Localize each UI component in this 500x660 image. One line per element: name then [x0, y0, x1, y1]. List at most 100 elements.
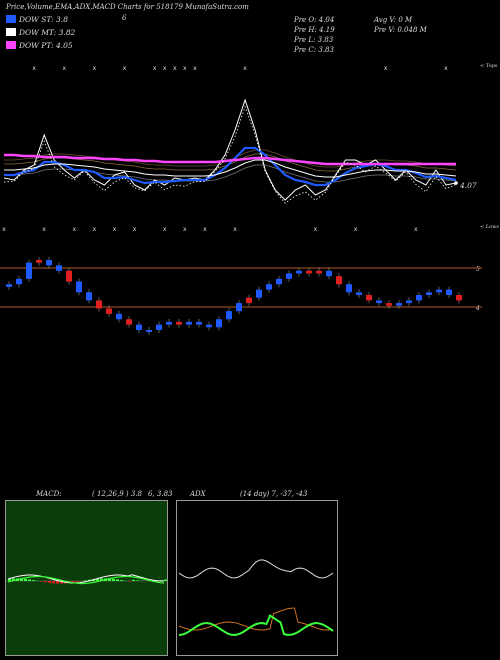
candle	[96, 300, 102, 309]
ema-mid-line	[4, 159, 457, 178]
candle	[316, 270, 322, 274]
top-marker: x	[173, 65, 177, 72]
top-marker: x	[243, 65, 247, 72]
candle	[426, 292, 432, 295]
candle	[76, 281, 82, 293]
candle	[136, 324, 142, 330]
macd-bar	[40, 581, 43, 582]
macd-params: ( 12,26,9 ) 3.8	[92, 490, 142, 498]
macd-bar	[116, 579, 119, 581]
candle	[276, 278, 282, 285]
top-marker: x	[62, 65, 66, 72]
ema-long-line	[4, 153, 456, 166]
candle	[196, 321, 202, 325]
stat-avg-volume: Avg V: 0 M	[374, 16, 413, 24]
candles	[6, 257, 462, 335]
candle-axis-5: 5	[476, 266, 480, 273]
candle	[306, 270, 312, 274]
candle	[6, 284, 12, 287]
price-end-marker	[454, 181, 458, 185]
candle	[376, 300, 382, 304]
candle	[416, 295, 422, 301]
top-marker: x	[444, 65, 448, 72]
macd-bar	[100, 578, 103, 581]
adx-panel	[176, 500, 338, 656]
price-line	[3, 98, 457, 201]
adx-title: ADX	[190, 490, 206, 498]
adx-svg	[178, 559, 334, 637]
candle	[246, 297, 252, 304]
ema-lines	[3, 98, 458, 204]
candle	[266, 284, 272, 290]
low-marker: x	[93, 226, 97, 233]
macd-values: 6, 3.83	[148, 490, 173, 498]
macd-svg	[6, 574, 167, 585]
candle	[346, 284, 352, 293]
legend-dow-st: DOW ST: 3.8	[6, 14, 68, 24]
low-marker: x	[314, 226, 318, 233]
top-marker: x	[183, 65, 187, 72]
candle	[46, 260, 52, 266]
tops-label: < Tops	[480, 63, 498, 69]
top-marker: x	[384, 65, 388, 72]
candle	[56, 265, 62, 271]
candle	[16, 278, 22, 285]
candle	[206, 324, 212, 328]
low-marker: x	[354, 226, 358, 233]
candle	[286, 273, 292, 279]
candle	[226, 311, 232, 320]
macd-bar	[132, 579, 135, 581]
stat-pre-low: Pre L: 3.83	[294, 36, 334, 44]
macd-bar	[120, 580, 123, 581]
macd-bar	[44, 581, 47, 583]
header-extra: 6	[122, 14, 127, 22]
candle	[176, 321, 182, 325]
top-marker: x	[123, 65, 127, 72]
candle	[236, 303, 242, 312]
candle	[166, 321, 172, 325]
candle	[26, 262, 32, 279]
candle	[216, 319, 222, 328]
low-marker: x	[203, 226, 207, 233]
adx-plus-di	[178, 614, 334, 637]
candle	[186, 321, 192, 325]
candle	[446, 289, 452, 295]
top-marker: x	[163, 65, 167, 72]
low-marker: x	[133, 226, 137, 233]
macd-bar	[136, 580, 139, 581]
macd-bar	[20, 578, 23, 581]
low-marker: x	[113, 226, 117, 233]
candle	[336, 276, 342, 285]
macd-bar	[8, 578, 11, 581]
macd-bar	[164, 579, 167, 581]
legend-swatch-magenta	[6, 41, 16, 49]
candle	[36, 260, 42, 263]
macd-bar	[96, 578, 99, 581]
price-dotted-line	[3, 105, 457, 204]
lows-label: < Lows	[480, 224, 499, 230]
stat-pre-high: Pre H: 4.19	[294, 26, 335, 34]
candle	[86, 292, 92, 301]
top-marker: x	[32, 65, 36, 72]
stat-pre-volume: Pre V: 0.048 M	[374, 26, 427, 34]
macd-title: MACD:	[36, 490, 62, 498]
low-marker: x	[414, 226, 418, 233]
candle	[436, 289, 442, 293]
candle	[106, 308, 112, 314]
legend-dow-mt: DOW MT: 3.82	[6, 27, 75, 37]
candle	[156, 324, 162, 330]
macd-bar	[56, 581, 59, 584]
candle	[256, 289, 262, 298]
macd-panel	[5, 500, 168, 656]
candle	[386, 303, 392, 306]
macd-bar	[112, 578, 115, 581]
macd-bar	[84, 580, 87, 581]
top-marker: x	[153, 65, 157, 72]
low-marker: x	[73, 226, 77, 233]
adx-params: (14 day) 7, -37, -43	[240, 490, 308, 498]
chart-title: Price,Volume,EMA,ADX,MACD Charts for 518…	[6, 3, 249, 11]
legend-swatch-blue	[6, 15, 16, 23]
